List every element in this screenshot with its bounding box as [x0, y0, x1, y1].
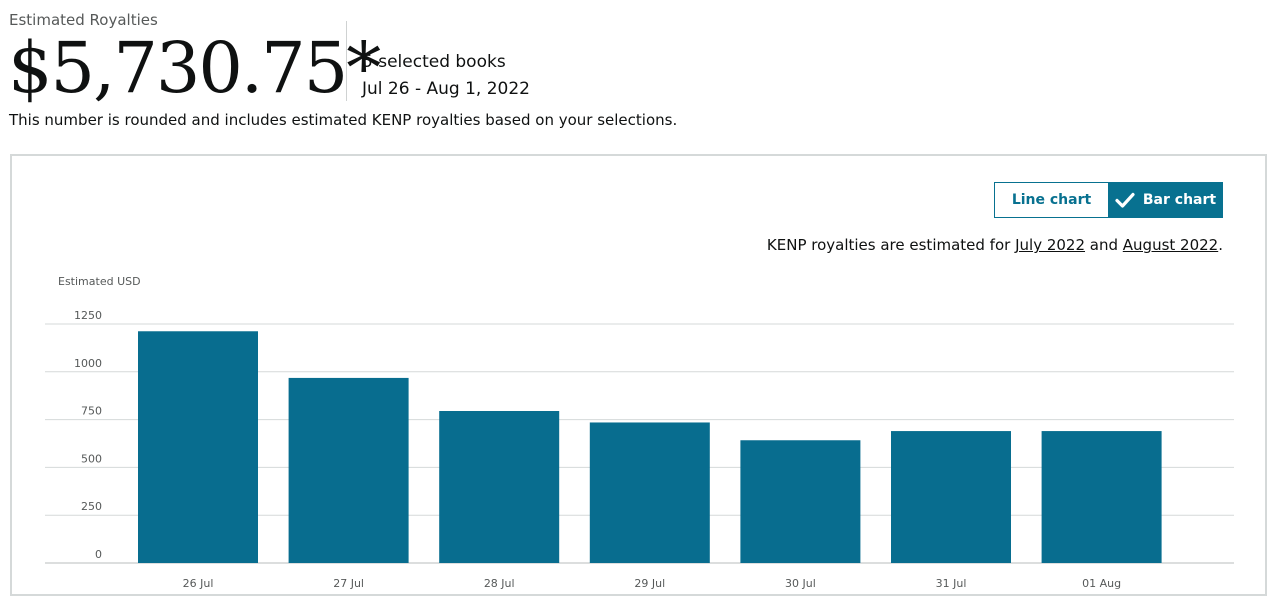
rounding-note: This number is rounded and includes esti…	[9, 111, 678, 129]
y-tick-label: 1000	[74, 357, 102, 370]
estimated-royalties-label: Estimated Royalties	[9, 11, 158, 29]
bar	[439, 410, 560, 563]
date-range: Jul 26 - Aug 1, 2022	[362, 79, 530, 99]
y-tick-label: 750	[81, 405, 102, 418]
x-tick-label: 27 Jul	[333, 577, 364, 590]
check-icon	[1115, 192, 1135, 208]
bar	[589, 422, 710, 563]
kenp-note-middle: and	[1085, 236, 1123, 254]
bar	[1041, 431, 1162, 563]
x-tick-label: 26 Jul	[183, 577, 214, 590]
kenp-note-suffix: .	[1218, 236, 1223, 254]
royalties-amount: $5,730.75*	[8, 27, 381, 109]
bar-chart-label: Bar chart	[1142, 192, 1217, 208]
x-tick-label: 30 Jul	[785, 577, 816, 590]
august-2022-link[interactable]: August 2022	[1122, 236, 1219, 254]
selected-books-count: 5 selected books	[362, 52, 506, 72]
kenp-estimate-note: KENP royalties are estimated for July 20…	[767, 236, 1223, 254]
bar	[138, 331, 258, 563]
line-chart-button[interactable]: Line chart	[994, 182, 1109, 218]
y-tick-label: 0	[95, 548, 102, 561]
y-tick-label: 1250	[74, 309, 102, 322]
bar	[288, 377, 409, 563]
line-chart-label: Line chart	[1011, 192, 1092, 208]
kenp-note-prefix: KENP royalties are estimated for	[766, 236, 1016, 254]
july-2022-link[interactable]: July 2022	[1015, 236, 1086, 254]
bar	[891, 431, 1011, 563]
bar-chart-button[interactable]: Bar chart	[1108, 182, 1223, 218]
header-divider	[346, 21, 347, 101]
x-tick-label: 29 Jul	[634, 577, 665, 590]
y-tick-label: 250	[81, 500, 102, 513]
x-tick-label: 31 Jul	[936, 577, 967, 590]
y-axis-label: Estimated USD	[58, 275, 141, 288]
bar	[740, 440, 861, 563]
y-tick-label: 500	[81, 452, 102, 465]
x-tick-label: 01 Aug	[1082, 577, 1121, 590]
x-tick-label: 28 Jul	[484, 577, 515, 590]
